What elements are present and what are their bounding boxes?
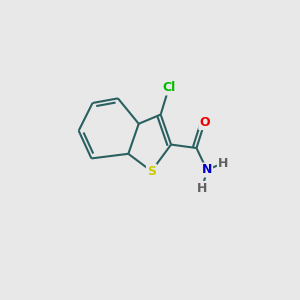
Text: S: S (147, 165, 156, 178)
Text: H: H (197, 182, 207, 195)
Text: H: H (218, 157, 228, 169)
Text: Cl: Cl (162, 82, 175, 94)
Text: O: O (199, 116, 210, 129)
Text: N: N (202, 164, 212, 176)
